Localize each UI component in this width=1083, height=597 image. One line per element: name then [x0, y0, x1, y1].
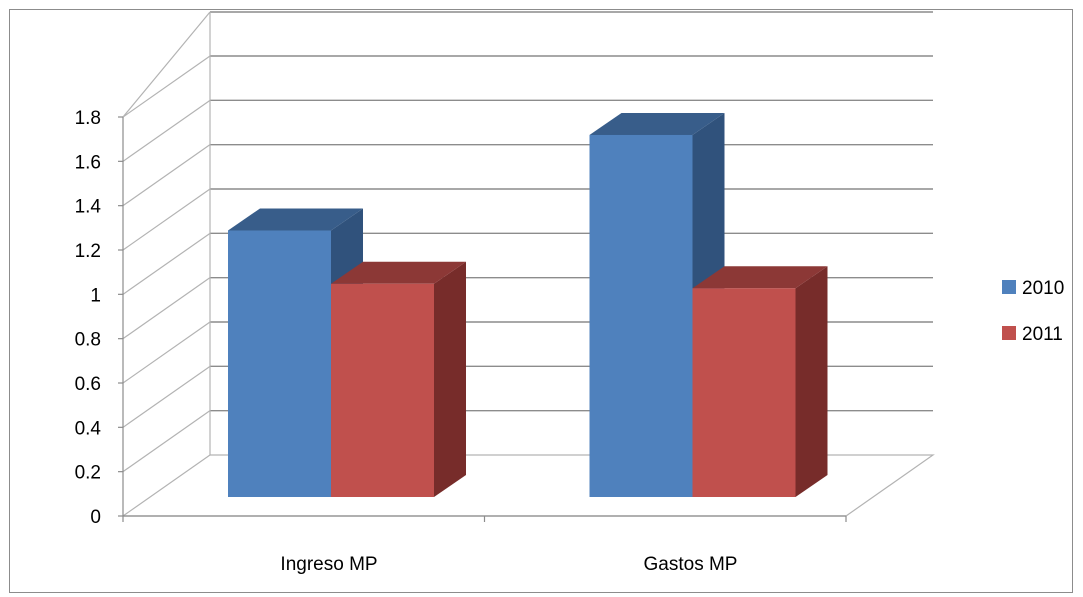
side-gridline	[122, 454, 211, 517]
x-tick-label: Gastos MP	[644, 554, 738, 575]
bar-top-2011-1	[692, 266, 828, 289]
bar-side-2011-0	[434, 261, 466, 497]
x-tick-label: Ingreso MP	[280, 554, 377, 575]
bar-top-2010-1	[589, 112, 725, 135]
axes	[118, 116, 847, 522]
legend-swatch-2011	[1002, 326, 1016, 340]
bar-side-2011-1	[795, 266, 828, 497]
chart-frame	[9, 9, 1073, 593]
bar-top-2010-0	[228, 208, 363, 231]
side-gridline	[122, 232, 211, 295]
side-gridline	[122, 410, 211, 473]
legend-label-2010: 2010	[1022, 278, 1064, 299]
y-tick-label: 0.2	[75, 463, 101, 484]
side-gridline	[122, 277, 211, 340]
x-tick-labels: Ingreso MP Gastos MP	[280, 554, 737, 575]
y-tick-label: 0.8	[75, 330, 101, 351]
legend-label-2011: 2011	[1022, 324, 1063, 345]
y-tick-label: 1.2	[75, 241, 101, 262]
bar-2010-1	[589, 134, 693, 497]
y-tick-label: 0.4	[75, 418, 102, 439]
bar-2011-0	[331, 283, 434, 497]
legend: 2010 2011	[1002, 278, 1064, 345]
bar-top-2011-0	[331, 261, 466, 284]
side-gridline	[122, 365, 211, 428]
y-tick-label: 0	[90, 507, 101, 528]
y-tick-labels: 0 0.2 0.4 0.6 0.8 1 1.2 1.4 1.6 1.8	[75, 108, 102, 528]
side-gridline	[122, 321, 211, 384]
y-tick-label: 1.4	[75, 197, 102, 218]
side-gridline	[122, 55, 211, 118]
y-tick-label: 1.6	[75, 152, 101, 173]
bar-2011-1	[692, 288, 796, 497]
bars	[228, 112, 828, 498]
side-gridline	[122, 99, 211, 162]
side-gridline	[122, 11, 211, 118]
bar-2010-0	[228, 230, 331, 497]
y-tick-label: 0.6	[75, 374, 101, 395]
y-tick-label: 1.8	[75, 108, 101, 129]
side-gridline	[122, 188, 211, 251]
legend-swatch-2010	[1002, 280, 1016, 294]
y-tick-label: 1	[90, 285, 101, 306]
side-gridline	[122, 144, 211, 207]
